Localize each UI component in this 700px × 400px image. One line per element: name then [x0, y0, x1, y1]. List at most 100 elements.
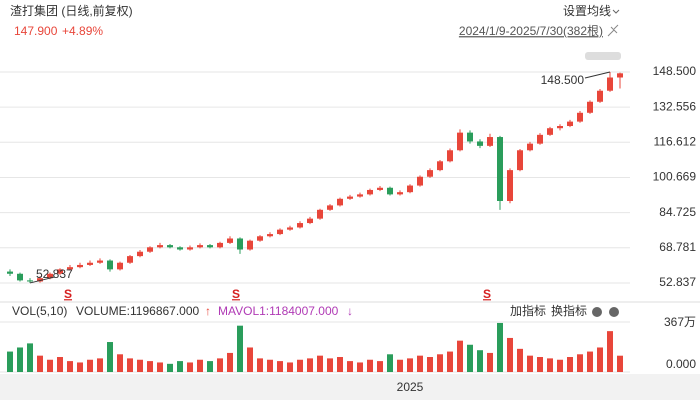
candle-body — [537, 134, 543, 144]
candle-body — [357, 194, 363, 197]
volume-bar — [47, 359, 53, 372]
volume-bar — [137, 359, 143, 372]
volume-bar — [87, 359, 93, 372]
max-label: 148.500 — [541, 73, 585, 87]
event-marker[interactable]: S — [232, 287, 240, 301]
switch-indicator[interactable]: 换指标 — [551, 303, 587, 318]
y-tick-label: 132.556 — [653, 99, 697, 113]
volume-bar — [527, 355, 533, 372]
candle-body — [477, 141, 483, 146]
candle-body — [77, 264, 83, 268]
close-icon[interactable] — [609, 307, 619, 317]
mavol-arrow: ↓ — [347, 304, 353, 318]
candle-body — [67, 267, 73, 270]
volume-bar — [517, 348, 523, 372]
volume-bar — [457, 340, 463, 372]
dropdown-icon[interactable] — [612, 9, 620, 14]
ma-setting[interactable]: 设置均线 — [563, 4, 611, 18]
min-pointer — [29, 276, 56, 284]
candle-body — [407, 185, 413, 193]
x-axis-label: 2025 — [397, 380, 424, 394]
volume-bar — [597, 347, 603, 372]
candle-body — [467, 132, 473, 142]
add-indicator[interactable]: 加指标 — [510, 303, 546, 318]
volume-bar — [97, 358, 103, 372]
volume-bar — [107, 342, 113, 372]
volume-bar — [67, 361, 73, 372]
candle-body — [27, 280, 33, 282]
x-axis-band — [0, 374, 700, 400]
candle-body — [127, 256, 133, 263]
candle-body — [267, 234, 273, 237]
candle-body — [347, 196, 353, 199]
candle-body — [47, 273, 53, 279]
settings-icon[interactable] — [592, 307, 602, 317]
candle-body — [237, 238, 243, 250]
candle-body — [597, 90, 603, 102]
volume-bar — [367, 359, 373, 372]
volume-bar — [617, 355, 623, 372]
volume-bar — [357, 362, 363, 372]
volume-bar — [387, 354, 393, 372]
y-tick-label: 0.000 — [666, 357, 696, 371]
candle-body — [207, 245, 213, 248]
vol-value: VOLUME:1196867.000 — [76, 304, 200, 318]
candle-body — [397, 192, 403, 195]
date-range[interactable]: 2024/1/9-2025/7/30(382根) — [459, 24, 603, 38]
candle-body — [577, 112, 583, 122]
candle-body — [427, 170, 433, 177]
vol-name: VOL(5,10) — [12, 304, 67, 318]
volume-bar — [567, 357, 573, 372]
candle-body — [567, 121, 573, 127]
candle-body — [337, 198, 343, 206]
candle-body — [167, 245, 173, 248]
candle-body — [377, 187, 383, 190]
candle-body — [17, 273, 23, 281]
volume-bar — [17, 347, 23, 372]
y-tick-label: 367万 — [664, 315, 696, 329]
volume-bar — [427, 357, 433, 372]
volume-bar — [257, 358, 263, 372]
candle-body — [457, 132, 463, 151]
candle-body — [37, 278, 43, 282]
event-marker[interactable]: S — [483, 287, 491, 301]
candle-body — [607, 77, 613, 91]
blurred-badge — [585, 52, 621, 60]
volume-bar — [417, 355, 423, 372]
volume-bar — [77, 362, 83, 372]
candle-body — [257, 236, 263, 241]
y-tick-label: 148.500 — [653, 64, 697, 78]
volume-bar — [317, 355, 323, 372]
min-label: 52.837 — [36, 267, 73, 281]
volume-bar — [587, 351, 593, 372]
vol-arrow: ↑ — [205, 304, 211, 318]
volume-bar — [217, 358, 223, 372]
volume-bar — [577, 354, 583, 372]
volume-bar — [507, 337, 513, 372]
candle-body — [217, 242, 223, 248]
candle-body — [57, 269, 63, 274]
candle-body — [327, 205, 333, 210]
pin-icon[interactable] — [607, 24, 619, 37]
volume-bar — [187, 362, 193, 372]
event-marker[interactable]: S — [64, 287, 72, 301]
volume-bar — [407, 358, 413, 372]
candle-body — [117, 262, 123, 270]
candle-body — [97, 260, 103, 263]
y-tick-label: 84.725 — [659, 205, 696, 219]
volume-bar — [247, 347, 253, 372]
volume-bar — [127, 358, 133, 372]
candle-body — [287, 227, 293, 230]
volume-bar — [337, 357, 343, 372]
volume-bar — [347, 361, 353, 372]
candle-body — [277, 229, 283, 235]
volume-bar — [487, 352, 493, 372]
volume-bar — [287, 362, 293, 372]
volume-bar — [147, 361, 153, 372]
volume-bar — [607, 331, 613, 372]
candle-body — [557, 126, 563, 129]
y-tick-label: 116.612 — [654, 134, 697, 148]
volume-bar — [477, 350, 483, 372]
candle-body — [197, 245, 203, 248]
candle-body — [107, 260, 113, 270]
